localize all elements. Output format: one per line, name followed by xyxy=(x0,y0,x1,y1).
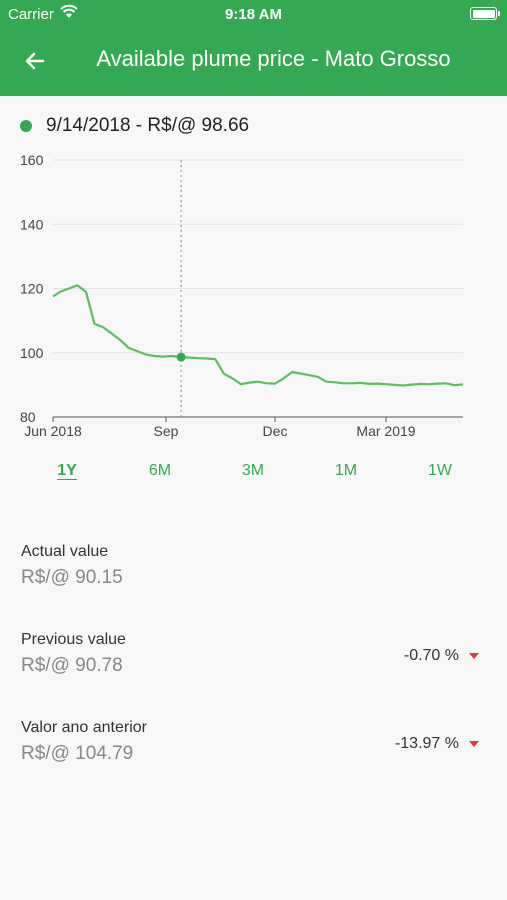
x-tick-label: Dec xyxy=(263,423,288,439)
stat-value: R$/@ 104.79 xyxy=(21,743,134,764)
stat-value: R$/@ 90.78 xyxy=(21,655,123,676)
range-tab-1y[interactable]: 1Y xyxy=(57,462,77,479)
arrow-left-icon xyxy=(25,52,45,70)
stat-change: -13.97 % xyxy=(395,735,479,753)
y-tick-label: 120 xyxy=(20,281,44,297)
stat-label: Previous value xyxy=(21,631,126,648)
y-tick-label: 80 xyxy=(20,409,36,425)
stat-change-label: -0.70 % xyxy=(403,647,459,664)
stat-row: Valor ano anterior R$/@ 104.79 -13.97 % xyxy=(21,719,479,775)
highlight-point xyxy=(176,352,186,362)
y-tick-label: 140 xyxy=(20,216,44,232)
x-tick-label: Sep xyxy=(154,423,179,439)
y-tick-label: 160 xyxy=(20,152,44,168)
range-tab-3m[interactable]: 3M xyxy=(241,462,265,479)
stat-label: Actual value xyxy=(21,543,109,560)
wifi-icon xyxy=(60,4,78,24)
back-button[interactable] xyxy=(18,44,52,78)
triangle-down-icon xyxy=(469,653,479,659)
series-line xyxy=(52,284,464,387)
stat-change: -0.70 % xyxy=(404,647,479,665)
status-bar: Carrier 9:18 AM xyxy=(0,0,507,28)
x-tick-label: Mar 2019 xyxy=(356,423,415,439)
price-line-chart[interactable]: 80 100 120 140 160 Jun 2018 Sep Dec Mar 2019 xyxy=(0,145,507,445)
status-time: 9:18 AM xyxy=(225,6,282,23)
series-dot-icon xyxy=(20,120,32,132)
y-tick-label: 100 xyxy=(20,345,44,361)
triangle-down-icon xyxy=(469,741,479,747)
x-tick-label: Jun 2018 xyxy=(24,423,82,439)
range-tab-1m[interactable]: 1M xyxy=(334,462,358,479)
stat-value: R$/@ 90.15 xyxy=(21,567,123,588)
stat-label: Valor ano anterior xyxy=(21,719,147,736)
range-tab-6m[interactable]: 6M xyxy=(148,462,172,479)
page-title: Available plume price - Mato Grosso xyxy=(96,46,451,71)
range-tab-1w[interactable]: 1W xyxy=(428,462,452,479)
battery-icon xyxy=(470,7,500,20)
carrier-label: Carrier xyxy=(8,6,54,23)
stat-change-label: -13.97 % xyxy=(394,735,459,752)
app-header: Carrier 9:18 AM Available plume price - … xyxy=(0,0,507,96)
selected-point-label: 9/14/2018 - R$/@ 98.66 xyxy=(46,115,250,136)
stat-row: Previous value R$/@ 90.78 -0.70 % xyxy=(21,631,479,687)
selected-point-readout: 9/14/2018 - R$/@ 98.66 xyxy=(20,114,249,138)
time-range-selector: 1Y 6M 3M 1M 1W xyxy=(0,462,507,492)
stat-row: Actual value R$/@ 90.15 xyxy=(21,543,479,599)
